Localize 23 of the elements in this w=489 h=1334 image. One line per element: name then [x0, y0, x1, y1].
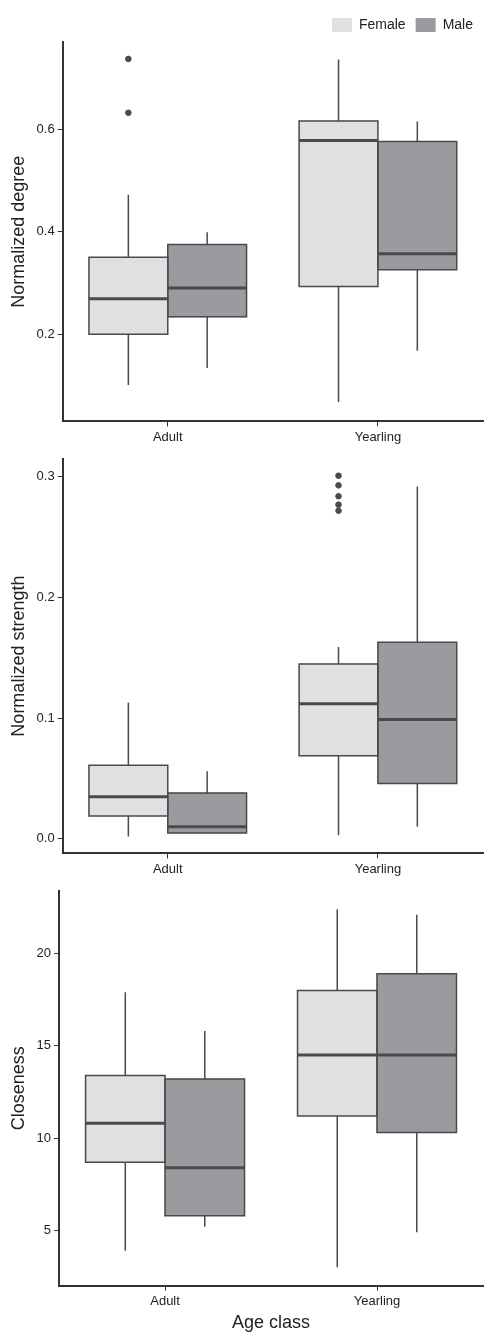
y-tick-label: 0.0 [36, 830, 55, 846]
x-axis-title: Age class [232, 1312, 311, 1333]
x-tick-label: Adult [152, 860, 183, 876]
y-tick-label: 0.3 [36, 468, 55, 484]
y-axis-title: Normalized strength [7, 575, 28, 737]
x-tick-label: Adult [152, 428, 183, 444]
y-tick-label: 0.2 [36, 325, 55, 341]
y-tick-label: 0.4 [36, 223, 55, 239]
y-tick-label: 5 [43, 1222, 52, 1237]
y-tick-label: 20 [36, 945, 52, 961]
x-tick-label: Yearling [354, 428, 402, 444]
x-tick-label: Adult [150, 1293, 181, 1309]
y-tick-label: 15 [36, 1037, 52, 1053]
y-axis-title: Closeness [7, 1046, 28, 1131]
y-tick-label: 0.6 [36, 120, 55, 136]
x-tick-label: Yearling [353, 1293, 401, 1309]
y-tick-label: 0.1 [36, 709, 55, 725]
x-tick-label: Yearling [354, 860, 402, 876]
y-tick-label: 10 [36, 1129, 52, 1145]
y-tick-label: 0.2 [36, 589, 55, 605]
legend-label: Male [442, 15, 474, 32]
legend-label: Female [358, 15, 406, 32]
y-axis-title: Normalized degree [7, 155, 28, 308]
